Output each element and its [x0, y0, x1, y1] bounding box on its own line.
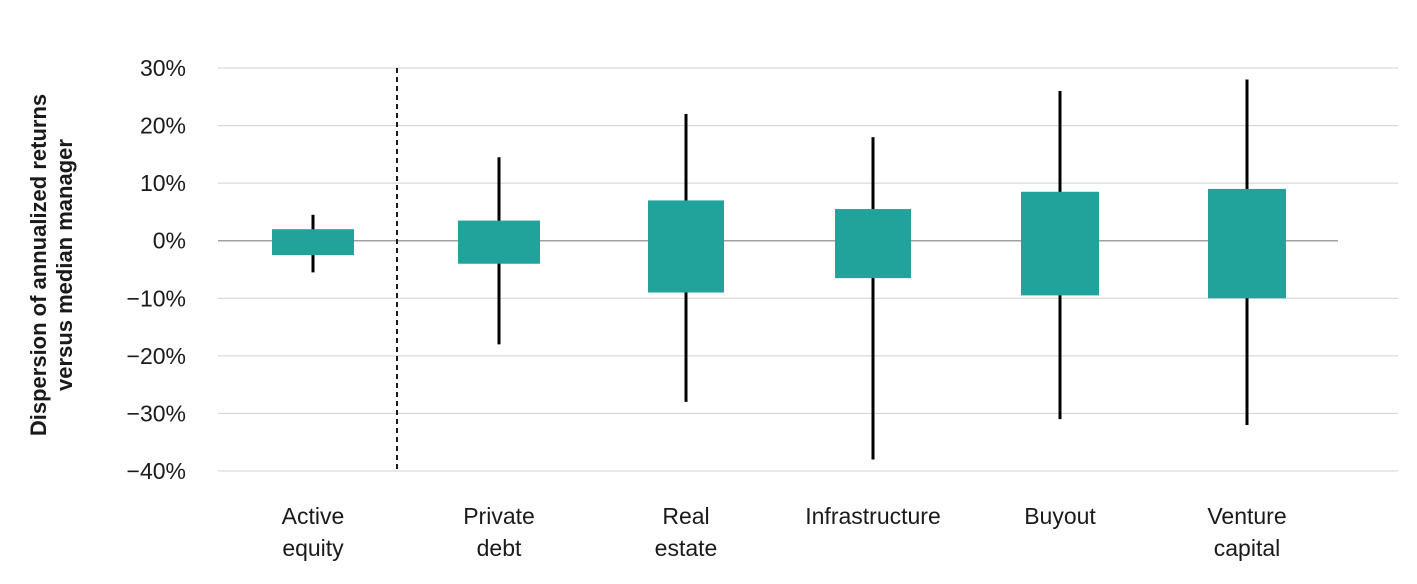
category-label: Private debt: [463, 503, 535, 561]
y-tick-label: −40%: [127, 458, 186, 484]
x-axis-category-labels: Active equity Private debt Real estate Infrast…: [282, 503, 1287, 561]
y-axis-tick-labels: 30% 20% 10% 0% −10% −20% −30% −40%: [127, 55, 186, 484]
y-axis-title: Dispersion of annualized returnsversus m…: [26, 94, 77, 436]
box-group: [458, 157, 540, 345]
box-rect: [648, 200, 724, 293]
category-label: Buyout: [1024, 503, 1096, 529]
category-label: Venture capital: [1207, 503, 1286, 561]
box-rect: [272, 229, 354, 256]
box-group: [648, 114, 724, 402]
box-group: [1208, 79, 1286, 425]
box-rect: [835, 209, 911, 279]
y-tick-label: −30%: [127, 400, 186, 426]
category-label: Real estate: [655, 503, 718, 561]
box-marks: [272, 79, 1286, 460]
box-rect: [1208, 188, 1286, 299]
box-group: [835, 137, 911, 460]
y-tick-label: −10%: [127, 285, 186, 311]
gridlines: [218, 67, 1398, 472]
y-tick-label: 20%: [140, 113, 186, 139]
y-tick-label: 0%: [153, 228, 186, 254]
y-tick-label: 30%: [140, 55, 186, 81]
category-label: Active equity: [282, 503, 345, 561]
box-group: [1021, 91, 1099, 420]
box-rect: [1021, 191, 1099, 296]
y-axis-title-text: Dispersion of annualized returnsversus m…: [26, 94, 77, 436]
y-tick-label: 10%: [140, 170, 186, 196]
category-label: Infrastructure: [805, 503, 941, 529]
y-tick-label: −20%: [127, 343, 186, 369]
box-group: [272, 214, 354, 273]
box-rect: [458, 220, 540, 264]
